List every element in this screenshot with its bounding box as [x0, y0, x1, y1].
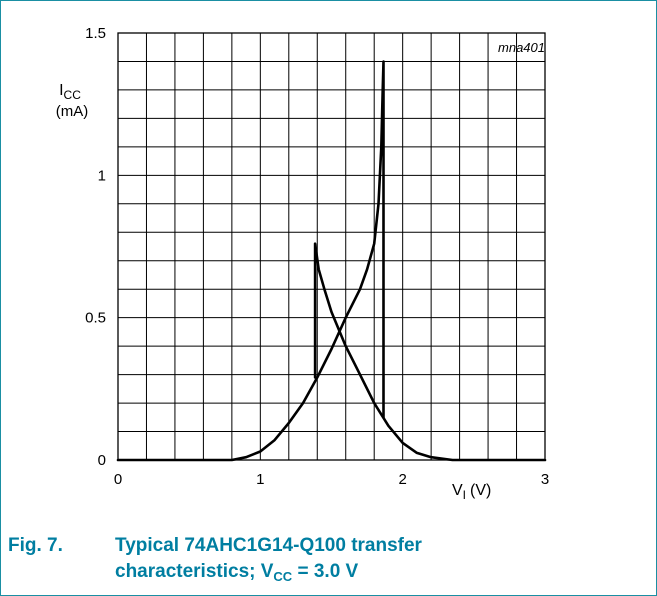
figure-number: Fig. 7.	[8, 535, 63, 556]
y-axis-subscript: CC	[64, 88, 82, 102]
caption-line-2-suffix: = 3.0 V	[292, 561, 359, 582]
x-tick-label: 0	[114, 471, 122, 488]
x-axis-label: VI (V)	[452, 482, 491, 502]
caption-line-2-prefix: characteristics; V	[115, 561, 274, 582]
series-line-2	[313, 242, 547, 462]
tick-labels: 0 1 2 3 0 0.5 1 1.5	[85, 25, 549, 488]
transfer-characteristics-chart: 0 1 2 300.511.5 mna401 ICC (mA) VI (V)	[56, 25, 549, 502]
series-line-1	[116, 60, 385, 462]
y-axis-symbol: I	[59, 82, 63, 99]
x-axis-unit: (V)	[470, 482, 491, 499]
caption-line-2: characteristics; VCC = 3.0 V	[115, 559, 358, 590]
plot-border	[117, 32, 546, 461]
y-axis-unit: (mA)	[56, 103, 89, 120]
x-tick-label: 2	[398, 471, 406, 488]
x-tick-label: 3	[541, 471, 549, 488]
x-tick-label: 1	[256, 471, 264, 488]
curves	[116, 60, 547, 462]
x-axis-subscript: I	[463, 488, 466, 502]
caption-line-2-sub: CC	[273, 569, 293, 584]
watermark: mna401	[498, 40, 545, 55]
y-tick-label: 0.5	[85, 310, 106, 327]
y-axis-label: ICC	[59, 82, 81, 102]
grid	[117, 32, 546, 461]
y-tick-label: 0	[98, 452, 106, 469]
caption-line-1: Typical 74AHC1G14-Q100 transfer	[115, 535, 422, 556]
y-tick-label: 1	[98, 167, 106, 184]
y-tick-label: 1.5	[85, 25, 106, 42]
x-axis-symbol: V	[452, 482, 463, 499]
